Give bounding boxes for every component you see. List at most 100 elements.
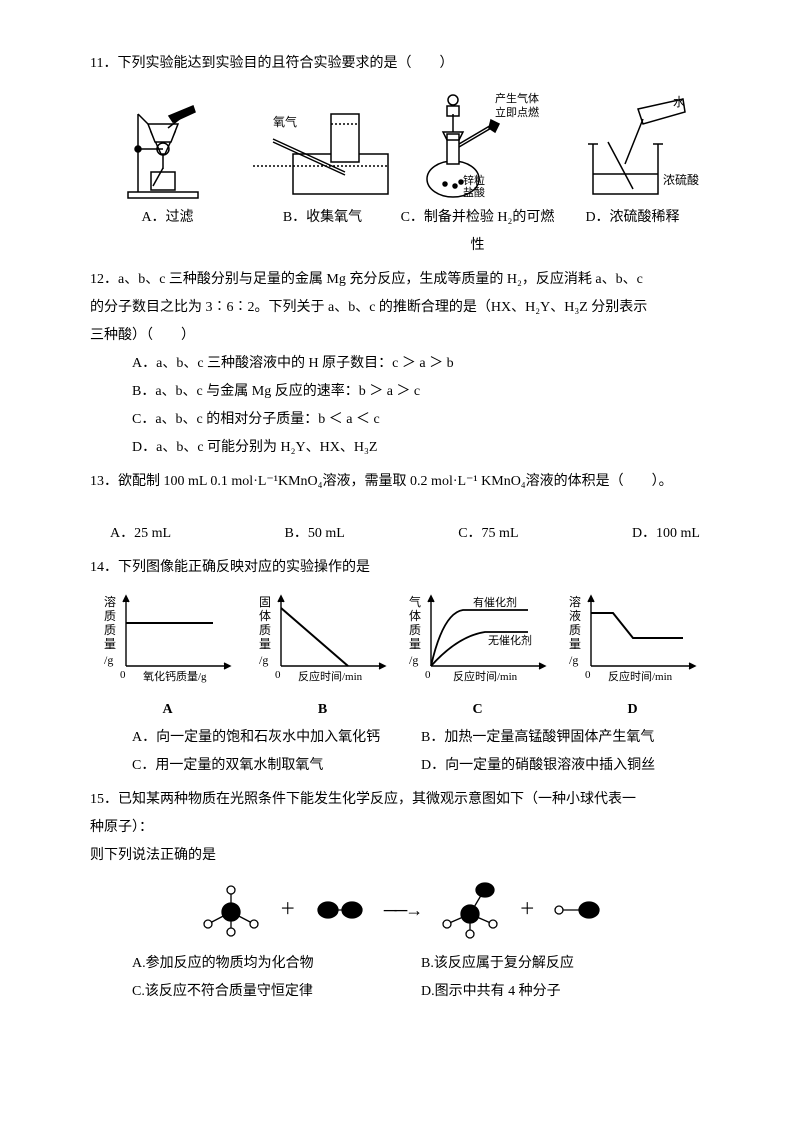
d-acid: 浓硫酸 <box>663 172 699 187</box>
q15-line3: 则下列说法正确的是 <box>90 842 710 870</box>
q11-opt-d: D．浓硫酸稀释 <box>555 204 710 260</box>
svg-text:量: 量 <box>569 637 581 651</box>
q13-text: 13．欲配制 100 mL 0.1 mol·L⁻¹KMnO₄溶液，需量取 0.2… <box>90 468 710 496</box>
q12-opt-c: C．a、b、c 的相对分子质量：b ＜ a ＜ c <box>90 406 710 434</box>
svg-text:质: 质 <box>259 623 271 637</box>
dilute-acid-icon: 水 浓硫酸 <box>563 94 703 204</box>
svg-text:固: 固 <box>259 595 271 609</box>
q11-option-row: A．过滤 B．收集氧气 C．制备并检验 H₂的可燃性 D．浓硫酸稀释 <box>90 204 710 260</box>
question-15: 15．已知某两种物质在光照条件下能发生化学反应，其微观示意图如下（一种小球代表一… <box>90 786 710 1006</box>
arrow-icon: ──→ <box>384 892 422 928</box>
letter-a: A <box>90 696 245 724</box>
graph-a-icon: 溶 质 质 量 /g 0 氧化钙质量/g <box>98 588 238 683</box>
question-13: 13．欲配制 100 mL 0.1 mol·L⁻¹KMnO₄溶液，需量取 0.2… <box>90 468 710 548</box>
c-label1: 产生气体 <box>495 91 539 105</box>
plus-2: ＋ <box>519 894 535 926</box>
oxygen-label: 氧气 <box>273 114 297 129</box>
svg-text:反应时间/min: 反应时间/min <box>608 669 673 683</box>
svg-text:气: 气 <box>409 594 421 609</box>
q12-line3: 三种酸）（ ） <box>90 322 710 350</box>
q11-diagram-b: 氧气 <box>245 94 400 204</box>
q14-text: 14．下列图像能正确反映对应的实验操作的是 <box>90 554 710 582</box>
svg-text:/g: /g <box>409 653 418 667</box>
question-11: 11．下列实验能达到实验目的且符合实验要求的是（ ） <box>90 50 710 260</box>
graph-b-icon: 固 体 质 量 /g 0 反应时间/min <box>253 588 393 683</box>
q11-opt-a: A．过滤 <box>90 204 245 260</box>
q11-text: 11．下列实验能达到实验目的且符合实验要求的是（ ） <box>90 50 710 78</box>
svg-text:氧化钙质量/g: 氧化钙质量/g <box>143 669 207 683</box>
svg-text:量: 量 <box>259 637 271 651</box>
c-label2: 立即点燃 <box>495 105 539 119</box>
q15-opt-b: B.该反应属于复分解反应 <box>421 950 710 978</box>
svg-text:盐酸: 盐酸 <box>463 185 485 199</box>
q14-graph-d: 溶 液 质 量 /g 0 反应时间/min <box>555 588 710 694</box>
svg-text:0: 0 <box>425 669 431 681</box>
svg-text:体: 体 <box>409 609 421 623</box>
svg-text:溶: 溶 <box>104 594 116 609</box>
letter-c: C <box>400 696 555 724</box>
svg-text:/g: /g <box>259 653 268 667</box>
svg-text:0: 0 <box>275 669 281 681</box>
q13-opt-a: A．25 mL <box>110 520 171 548</box>
svg-text:0: 0 <box>585 669 591 681</box>
filtration-icon <box>113 94 223 204</box>
letter-b: B <box>245 696 400 724</box>
svg-text:量: 量 <box>409 637 421 651</box>
svg-text:质: 质 <box>104 609 116 623</box>
q11-diagram-c: 产生气体 立即点燃 锌粒 盐酸 <box>400 84 555 204</box>
svg-text:/g: /g <box>104 653 113 667</box>
q15-options-row2: C.该反应不符合质量守恒定律 D.图示中共有 4 种分子 <box>90 978 710 1006</box>
svg-text:反应时间/min: 反应时间/min <box>298 669 363 683</box>
svg-text:无催化剂: 无催化剂 <box>488 633 532 647</box>
collect-oxygen-icon: 氧气 <box>253 94 393 204</box>
q12-line2: 的分子数目之比为 3∶6∶2。下列关于 a、b、c 的推断合理的是（HX、H₂Y… <box>90 294 710 322</box>
q15-line2: 种原子）： <box>90 814 710 842</box>
svg-text:量: 量 <box>104 637 116 651</box>
svg-text:质: 质 <box>104 623 116 637</box>
q11-opt-b: B．收集氧气 <box>245 204 400 260</box>
q13-opt-c: C．75 mL <box>458 520 518 548</box>
svg-text:锌粒: 锌粒 <box>463 173 485 187</box>
molecule-1-icon <box>196 880 266 940</box>
plus-1: ＋ <box>280 894 296 926</box>
q14-graph-b: 固 体 质 量 /g 0 反应时间/min <box>245 588 400 694</box>
q15-line1: 15．已知某两种物质在光照条件下能发生化学反应，其微观示意图如下（一种小球代表一 <box>90 786 710 814</box>
q14-letters: A B C D <box>90 696 710 724</box>
q12-line1: 12．a、b、c 三种酸分别与足量的金属 Mg 充分反应，生成等质量的 H₂，反… <box>90 266 710 294</box>
svg-text:质: 质 <box>569 623 581 637</box>
q14-options-row1: A．向一定量的饱和石灰水中加入氧化钙 B．加热一定量高锰酸钾固体产生氧气 <box>90 724 710 752</box>
q15-molecule-row: ＋ ──→ <box>90 880 710 940</box>
q12-opt-b: B．a、b、c 与金属 Mg 反应的速率：b ＞ a ＞ c <box>90 378 710 406</box>
svg-text:有催化剂: 有催化剂 <box>473 595 517 609</box>
svg-text:/g: /g <box>569 653 578 667</box>
q11-opt-c: C．制备并检验 H₂的可燃性 <box>400 204 555 260</box>
q15-opt-c: C.该反应不符合质量守恒定律 <box>132 978 421 1006</box>
svg-text:0: 0 <box>120 669 126 681</box>
q15-options-row1: A.参加反应的物质均为化合物 B.该反应属于复分解反应 <box>90 950 710 978</box>
question-12: 12．a、b、c 三种酸分别与足量的金属 Mg 充分反应，生成等质量的 H₂，反… <box>90 266 710 462</box>
q12-opt-a: A．a、b、c 三种酸溶液中的 H 原子数目：c ＞ a ＞ b <box>90 350 710 378</box>
q11-diagram-d: 水 浓硫酸 <box>555 94 710 204</box>
q14-graph-c: 气 体 质 量 /g 有催化剂 无催化剂 0 反应时间/min <box>400 588 555 694</box>
graph-c-icon: 气 体 质 量 /g 有催化剂 无催化剂 0 反应时间/min <box>403 588 553 683</box>
question-14: 14．下列图像能正确反映对应的实验操作的是 溶 质 质 量 /g 0 氧化钙质量 <box>90 554 710 780</box>
q14-options-row2: C．用一定量的双氧水制取氧气 D．向一定量的硝酸银溶液中插入铜丝 <box>90 752 710 780</box>
letter-d: D <box>555 696 710 724</box>
svg-text:质: 质 <box>409 623 421 637</box>
svg-text:体: 体 <box>259 609 271 623</box>
svg-text:液: 液 <box>569 608 581 623</box>
q14-opt-d: D．向一定量的硝酸银溶液中插入铜丝 <box>421 752 710 780</box>
graph-d-icon: 溶 液 质 量 /g 0 反应时间/min <box>563 588 703 683</box>
svg-text:反应时间/min: 反应时间/min <box>453 669 518 683</box>
h2-apparatus-icon: 产生气体 立即点燃 锌粒 盐酸 <box>403 84 553 204</box>
molecule-4-icon <box>549 890 604 930</box>
q13-opt-d: D．100 mL <box>632 520 700 548</box>
d-water: 水 <box>673 95 685 109</box>
molecule-2-icon <box>310 890 370 930</box>
q14-graphs: 溶 质 质 量 /g 0 氧化钙质量/g 固 <box>90 588 710 694</box>
q15-opt-d: D.图示中共有 4 种分子 <box>421 978 710 1006</box>
q14-graph-a: 溶 质 质 量 /g 0 氧化钙质量/g <box>90 588 245 694</box>
q11-diagram-a <box>90 94 245 204</box>
q13-opt-b: B．50 mL <box>285 520 345 548</box>
q12-opt-d: D．a、b、c 可能分别为 H₂Y、HX、H₃Z <box>90 434 710 462</box>
